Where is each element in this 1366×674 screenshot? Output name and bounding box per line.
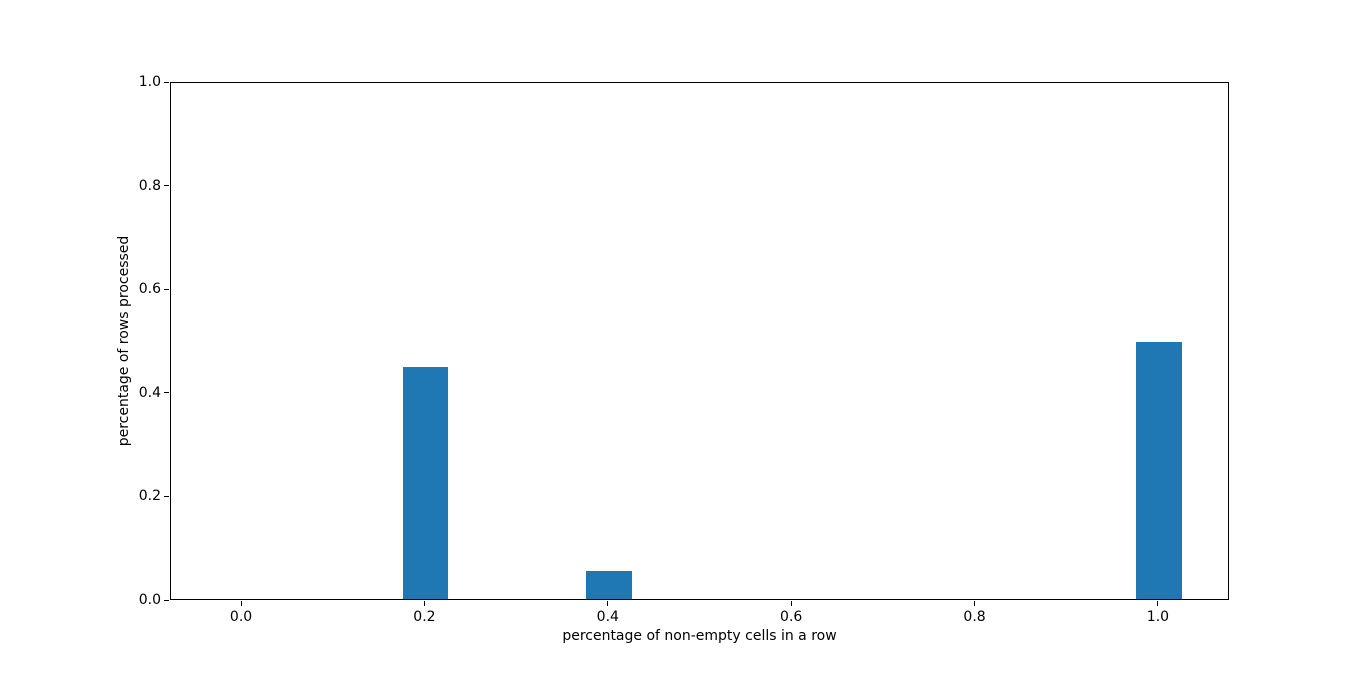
x-tick-mark	[607, 601, 609, 606]
x-tick-label: 0.2	[413, 609, 436, 625]
x-tick-mark	[790, 601, 792, 606]
plot-area	[170, 82, 1229, 600]
x-tick-label: 0.0	[229, 609, 253, 625]
bar-x-0.2	[402, 366, 449, 599]
x-axis-label: percentage of non-empty cells in a row	[562, 628, 837, 644]
bar-x-1	[1136, 341, 1182, 599]
y-tick-mark	[164, 185, 169, 187]
y-tick-mark	[164, 288, 169, 290]
y-tick-label: 1.0	[138, 74, 161, 90]
y-tick-label: 0.0	[138, 592, 161, 608]
x-tick-label: 1.0	[1146, 609, 1170, 625]
y-axis-label: percentage of rows processed	[116, 235, 132, 447]
y-tick-label: 0.4	[138, 384, 161, 401]
x-tick-label: 0.4	[596, 609, 619, 625]
y-tick-label: 0.8	[138, 177, 161, 194]
bars-layer	[171, 83, 1228, 599]
y-tick-mark	[164, 81, 169, 83]
x-tick-mark	[240, 601, 242, 606]
x-tick-mark	[423, 601, 425, 606]
x-tick-mark	[1157, 601, 1159, 606]
bar-x-0.4	[585, 571, 632, 599]
y-tick-mark	[164, 392, 169, 394]
y-tick-label: 0.6	[138, 281, 161, 298]
x-tick-label: 0.8	[963, 609, 986, 625]
y-tick-label: 0.2	[138, 488, 161, 505]
x-tick-mark	[974, 601, 976, 606]
y-tick-mark	[164, 599, 169, 601]
y-tick-mark	[164, 495, 169, 497]
x-tick-label: 0.6	[780, 609, 803, 625]
